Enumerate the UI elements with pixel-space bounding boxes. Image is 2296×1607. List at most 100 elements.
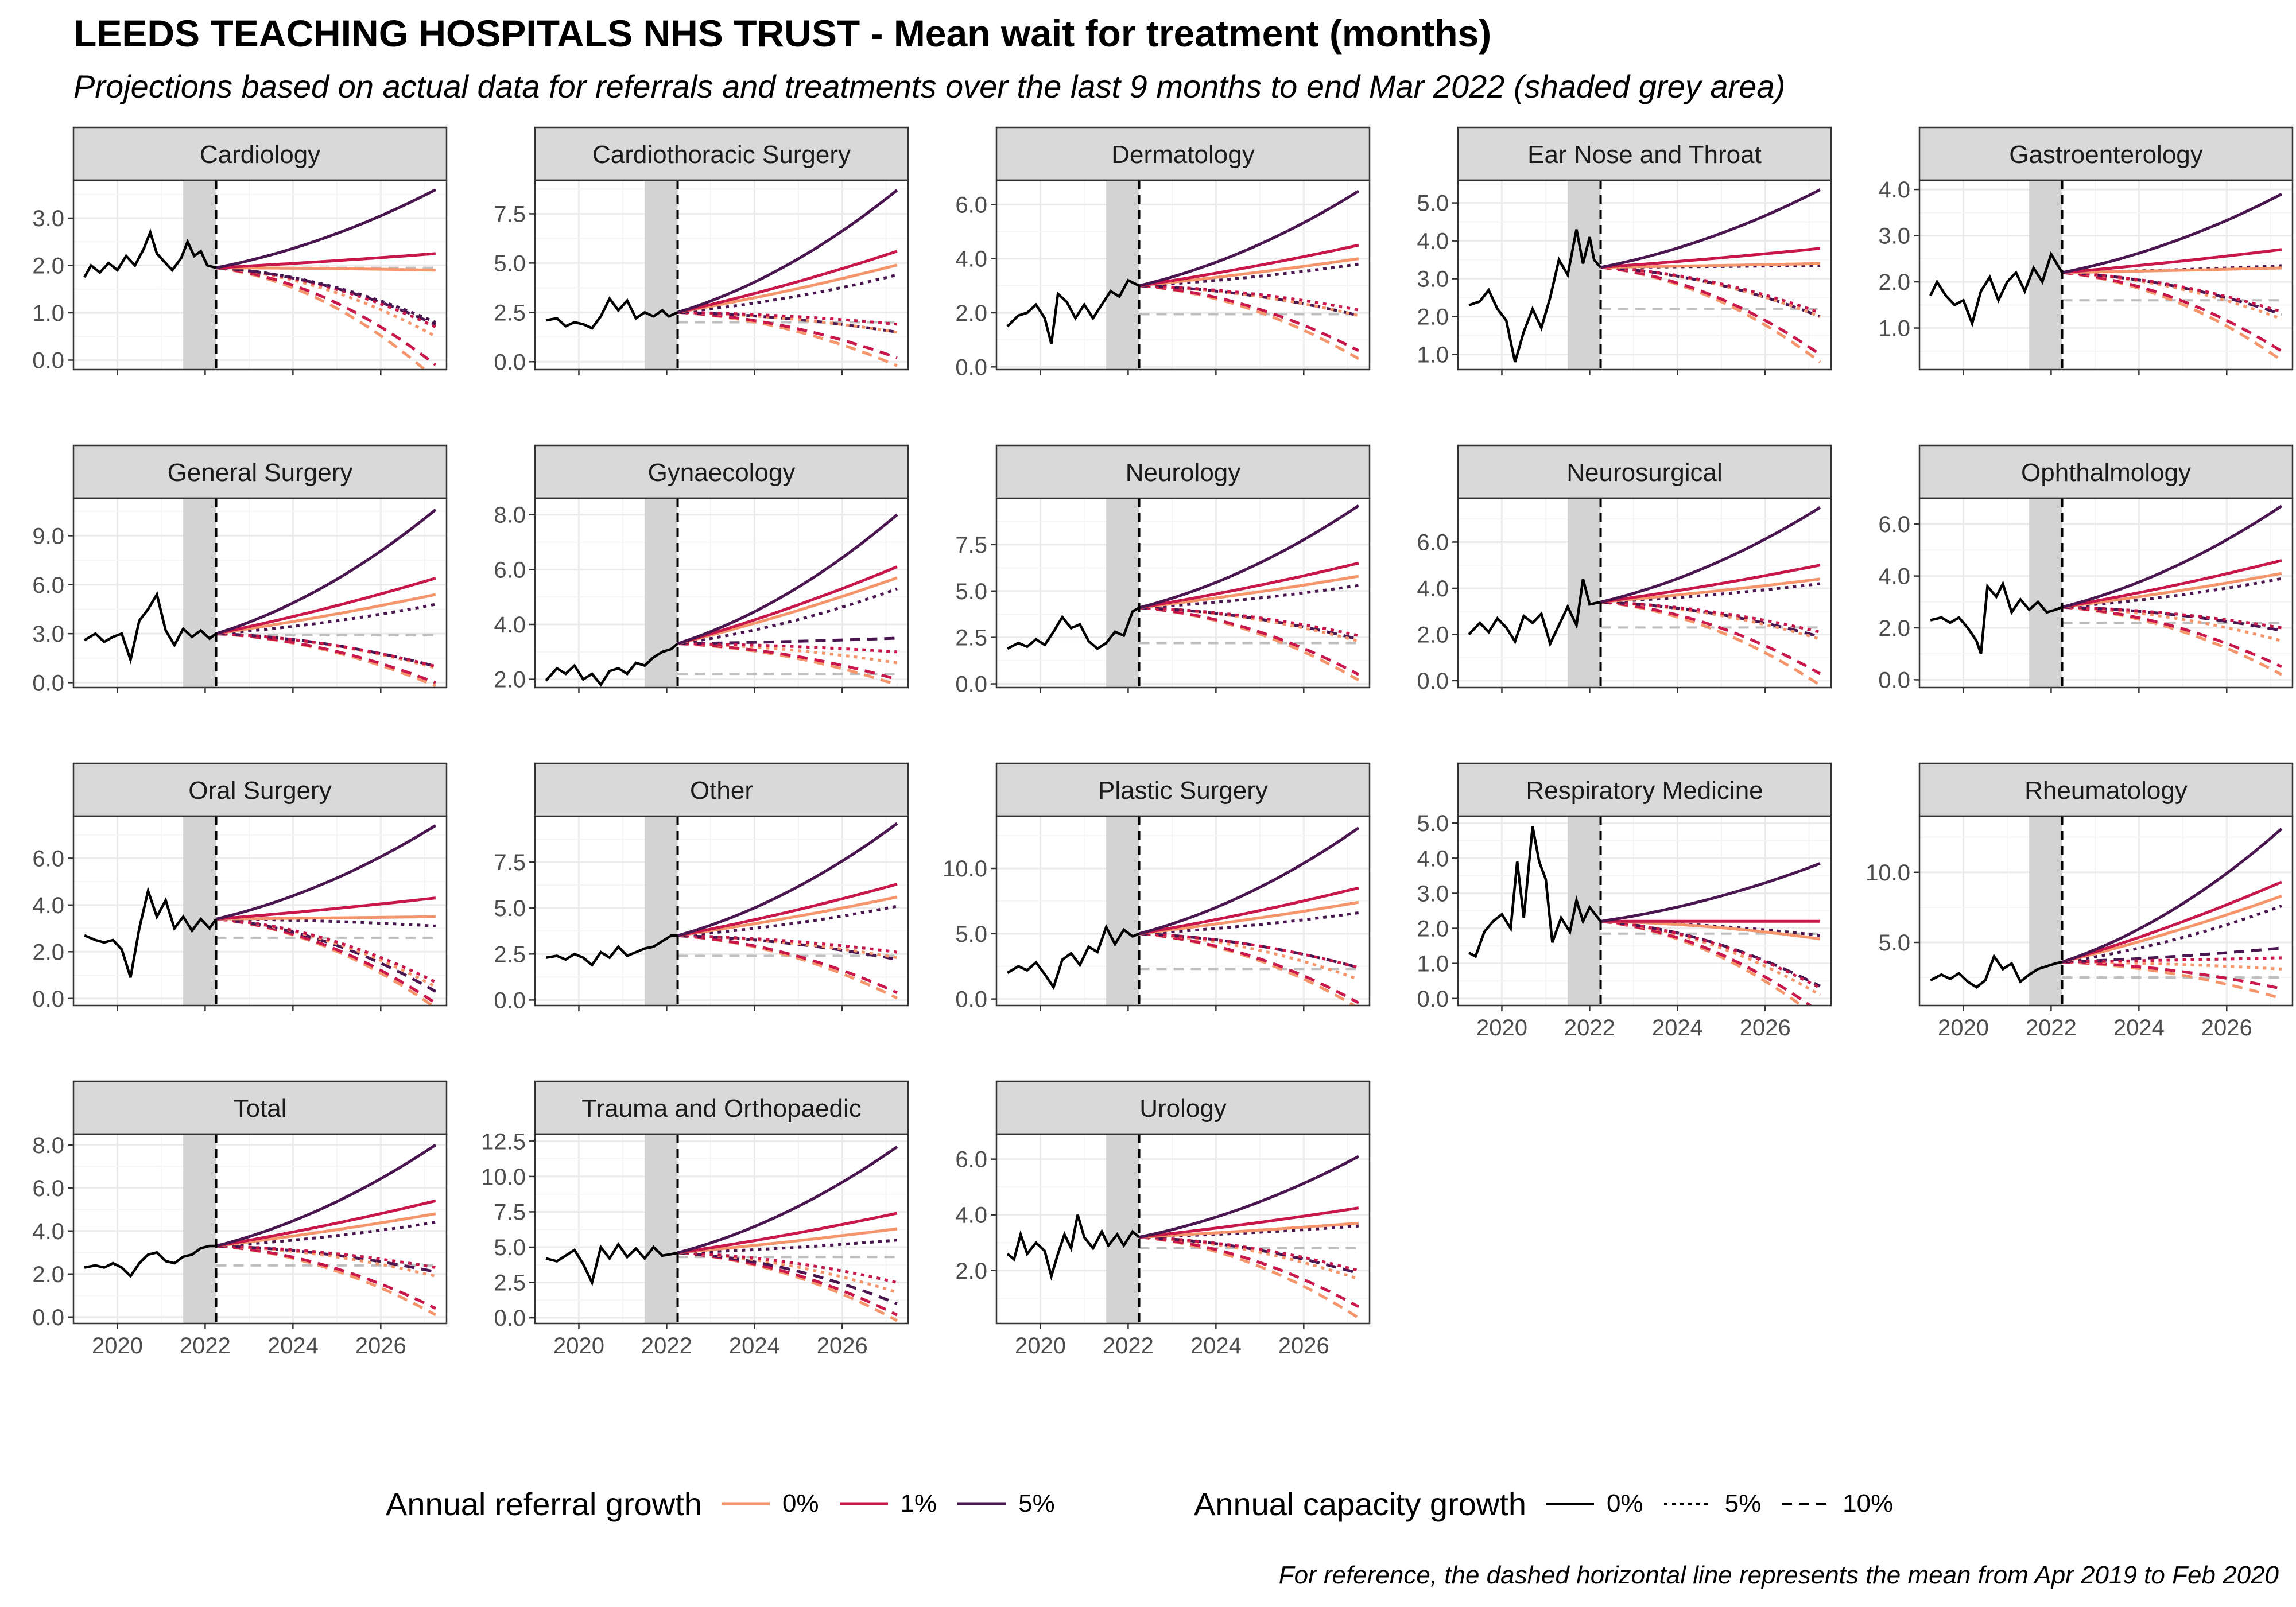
x-tick-label: 2024 xyxy=(267,1333,319,1358)
panel-border xyxy=(72,815,448,1007)
projection-ref1-cap0 xyxy=(215,577,436,635)
projection-ref1-cap0 xyxy=(1139,561,1359,610)
projection-ref1-cap10 xyxy=(1600,600,1821,676)
plot-area xyxy=(535,180,908,370)
x-tick-label: 2024 xyxy=(1190,1333,1242,1358)
shaded-period xyxy=(183,1134,216,1323)
y-tick-label: 6.0 xyxy=(955,1147,987,1173)
panel-plastic-surgery: Plastic Surgery 0.0 5.0 10.0 xyxy=(943,762,1371,1012)
projection-ref5-cap10 xyxy=(1139,1236,1359,1275)
panel-strip xyxy=(1918,126,2294,181)
y-tick-label: 0.0 xyxy=(32,670,64,696)
panel-border xyxy=(1457,179,1832,371)
projection-ref5-cap10 xyxy=(2062,605,2282,632)
panel-title: General Surgery xyxy=(168,459,353,487)
panel-oral-surgery: Oral Surgery 0.0 2.0 4.0 6.0 xyxy=(32,762,448,1012)
projection-ref5-cap0 xyxy=(1138,1155,1360,1239)
shaded-period xyxy=(1106,498,1139,688)
y-tick-label: 9.0 xyxy=(32,523,64,549)
projection-ref1-cap0 xyxy=(677,1212,898,1255)
chart-title: LEEDS TEACHING HOSPITALS NHS TRUST - Mea… xyxy=(73,12,1492,55)
y-tick-label: 2.5 xyxy=(494,1271,526,1296)
y-tick-label: 3.0 xyxy=(32,206,64,231)
actual-series xyxy=(84,886,218,978)
panel-strip xyxy=(72,444,448,499)
legend-capacity-growth: Annual capacity growth 0% 5% 10% xyxy=(1194,1481,1914,1527)
series-group xyxy=(545,189,898,367)
y-tick-label: 7.5 xyxy=(494,1200,526,1225)
chart-subtitle: Projections based on actual data for ref… xyxy=(73,68,1786,104)
legend-key-ref-5 xyxy=(957,1498,1006,1509)
y-tick-label: 0.0 xyxy=(1417,987,1449,1012)
panel-strip xyxy=(72,1080,448,1135)
x-tick-label: 2024 xyxy=(729,1333,780,1358)
projection-ref0-cap0 xyxy=(677,576,898,645)
panel-ophthalmology: Ophthalmology 0.0 2.0 4.0 6.0 xyxy=(1878,444,2294,693)
projection-ref5-cap10 xyxy=(2062,271,2282,316)
projection-ref0-cap5 xyxy=(1600,266,1821,318)
y-tick-label: 6.0 xyxy=(32,846,64,871)
projection-ref0-cap0 xyxy=(2062,266,2282,274)
actual-series xyxy=(1930,580,2063,654)
projection-ref1-cap10 xyxy=(2062,605,2282,669)
y-tick-label: 7.5 xyxy=(494,201,526,227)
projection-ref1-cap0 xyxy=(2061,880,2282,964)
projection-ref5-cap10 xyxy=(677,636,898,645)
panel-urology: Urology 2.0 4.0 6.0 2020 2022 2024 2026 xyxy=(955,1080,1371,1358)
projection-ref1-cap10 xyxy=(216,266,437,366)
y-tick-label: 0.0 xyxy=(494,1306,526,1331)
projection-ref5-cap5 xyxy=(677,273,898,314)
panel-strip xyxy=(534,1080,909,1135)
panel-title: Plastic Surgery xyxy=(1098,777,1268,805)
series-group xyxy=(1929,192,2283,362)
actual-series xyxy=(1006,923,1140,991)
legend-label-cap-10: 10% xyxy=(1843,1489,1894,1517)
panel-title: Oral Surgery xyxy=(188,777,331,805)
projection-ref1-cap10 xyxy=(1139,1236,1360,1309)
panel-title: Gynaecology xyxy=(648,459,796,487)
legend-key-ref-0 xyxy=(721,1498,770,1509)
panel-border xyxy=(1457,815,1832,1007)
panel-strip xyxy=(995,126,1371,181)
actual-series xyxy=(1468,579,1601,647)
actual-series xyxy=(545,642,678,688)
y-tick-label: 2.0 xyxy=(1878,616,1910,641)
series-group xyxy=(83,188,437,370)
projection-ref5-cap0 xyxy=(215,508,437,635)
y-tick-label: 2.0 xyxy=(1417,917,1449,942)
y-tick-label: 2.5 xyxy=(955,626,987,651)
x-tick-label: 2020 xyxy=(92,1333,143,1358)
projection-ref1-cap0 xyxy=(216,1199,436,1248)
projection-ref0-cap0 xyxy=(216,1212,436,1248)
y-tick-label: 6.0 xyxy=(32,573,64,598)
panel-title: Cardiology xyxy=(200,141,320,169)
panel-strip xyxy=(534,762,909,817)
shaded-period xyxy=(183,816,216,1006)
legend-label-ref-5: 5% xyxy=(1018,1489,1055,1517)
x-tick-label: 2024 xyxy=(2113,1015,2165,1041)
panel-border xyxy=(1918,179,2294,371)
y-tick-label: 1.0 xyxy=(1878,316,1910,341)
shaded-period xyxy=(1568,498,1601,688)
series-group xyxy=(84,1143,437,1317)
panel-strip xyxy=(1918,762,2294,817)
y-tick-label: 5.0 xyxy=(955,579,987,604)
y-tick-label: 7.5 xyxy=(955,533,987,558)
series-group xyxy=(1468,506,1821,687)
projection-ref1-cap0 xyxy=(1139,243,1359,288)
projection-ref1-cap10 xyxy=(677,310,898,359)
projection-ref5-cap0 xyxy=(2061,504,2283,609)
panel-gynaecology: Gynaecology 2.0 4.0 6.0 8.0 xyxy=(494,444,909,693)
plot-area xyxy=(1919,816,2293,1006)
projection-ref5-cap5 xyxy=(677,587,898,645)
legend-referral-title: Annual referral growth xyxy=(386,1485,702,1522)
y-tick-label: 8.0 xyxy=(494,503,526,528)
legend-referral-growth: Annual referral growth 0% 1% 5% xyxy=(386,1481,1076,1527)
projection-ref1-cap10 xyxy=(216,1244,437,1310)
x-tick-label: 2024 xyxy=(1652,1015,1703,1041)
projection-ref0-cap5 xyxy=(1139,932,1359,981)
panel-neurosurgical: Neurosurgical 0.0 2.0 4.0 6.0 xyxy=(1417,444,1832,694)
projection-ref0-cap0 xyxy=(1600,577,1821,604)
shaded-period xyxy=(645,1134,678,1323)
y-tick-label: 4.0 xyxy=(494,612,526,638)
